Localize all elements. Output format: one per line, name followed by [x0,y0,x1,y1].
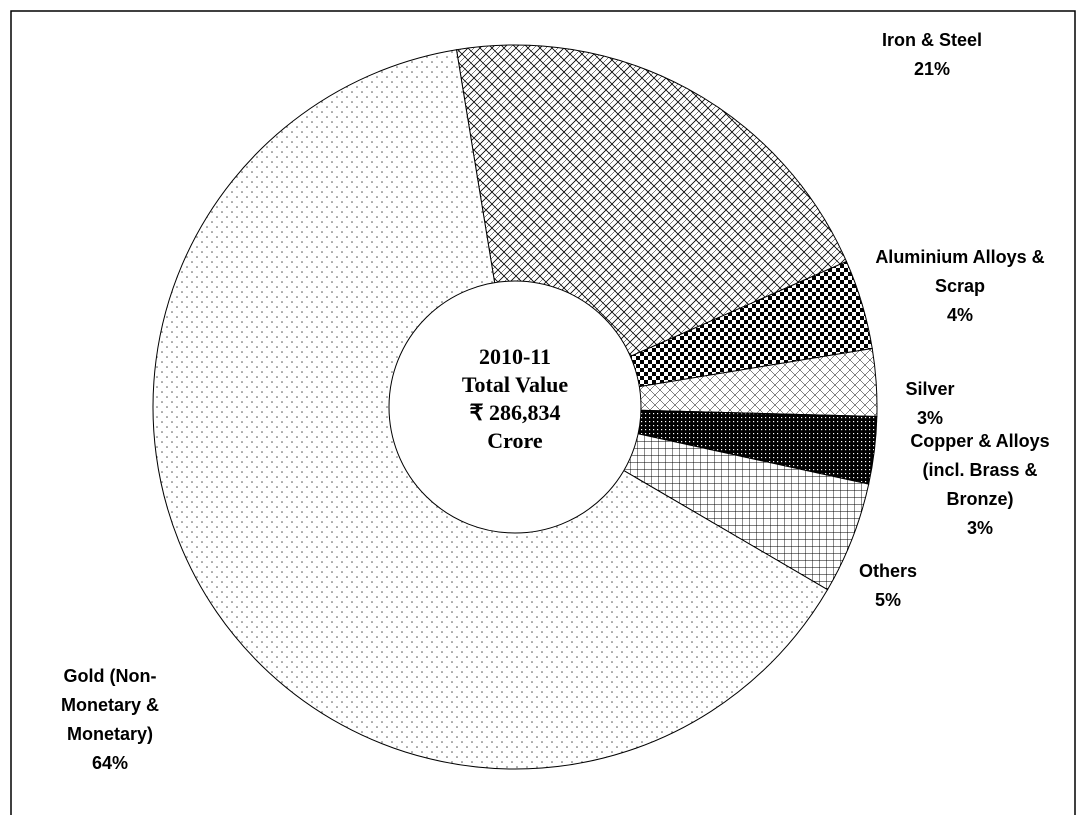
slice-label: Copper & Alloys (incl. Brass & Bronze) 3% [905,427,1055,543]
category-name: Iron & Steel [881,30,983,50]
slices [152,44,878,770]
value-label: 5% [874,590,901,610]
value-label: 4% [946,305,973,325]
slice-label: Others 5% [828,557,948,615]
category-name: Gold (Non-Monetary & Monetary) [60,666,159,744]
category-name: Copper & Alloys (incl. Brass & Bronze) [910,431,1050,509]
slice-label: Aluminium Alloys & Scrap 4% [860,243,1060,330]
category-name: Aluminium Alloys & Scrap [875,247,1045,296]
center-text: Total Value [461,372,569,397]
center-text: 2010-11 [478,344,552,369]
value-label: 21% [913,59,951,79]
center-text: ₹ 286,834 [469,400,561,425]
value-label: 3% [966,518,993,538]
center-text: Crore [487,428,543,453]
slice-label: Iron & Steel 21% [832,26,1032,84]
donut-hole [388,280,642,534]
slice-label: Silver 3% [870,375,990,433]
slice-label: Gold (Non-Monetary & Monetary) 64% [45,662,175,778]
category-name: Others [858,561,918,581]
category-name: Silver [905,379,955,399]
value-label: 3% [916,408,943,428]
value-label: 64% [91,753,129,773]
frame [10,10,1076,815]
